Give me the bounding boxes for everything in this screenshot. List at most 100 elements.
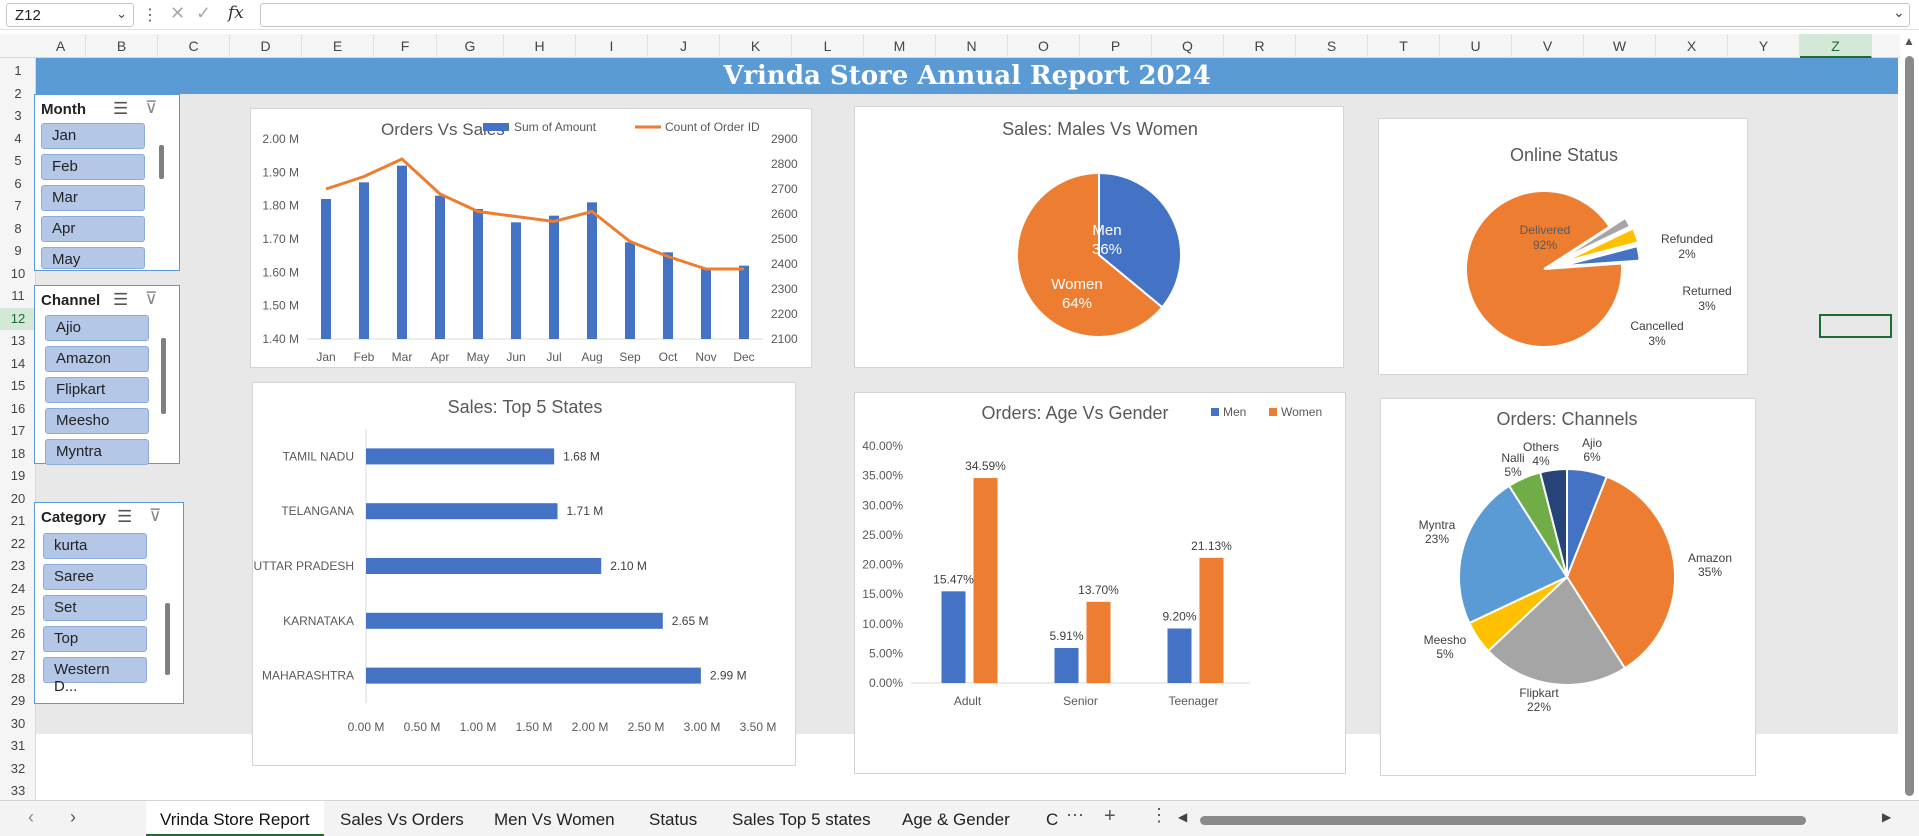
column-header-b[interactable]: B — [86, 34, 158, 58]
column-header-h[interactable]: H — [504, 34, 576, 58]
slicer-scrollbar[interactable] — [161, 338, 166, 414]
multi-select-icon[interactable]: ☰ — [113, 99, 129, 118]
scroll-up-icon[interactable]: ▲ — [1903, 34, 1915, 48]
sheet-tab-sales-top-5-states[interactable]: Sales Top 5 states — [732, 810, 871, 829]
vertical-scroll-thumb[interactable] — [1905, 56, 1914, 796]
row-header-26[interactable]: 26 — [10, 625, 26, 641]
row-header-17[interactable]: 17 — [10, 423, 26, 438]
column-header-d[interactable]: D — [230, 34, 302, 58]
column-header-s[interactable]: S — [1296, 34, 1368, 58]
chevron-down-icon[interactable]: ⌄ — [116, 6, 127, 21]
column-header-u[interactable]: U — [1440, 34, 1512, 58]
column-header-w[interactable]: W — [1584, 34, 1656, 58]
row-header-3[interactable]: 3 — [14, 108, 22, 123]
column-header-v[interactable]: V — [1512, 34, 1584, 58]
column-header-n[interactable]: N — [936, 34, 1008, 58]
sheet-tab-c[interactable]: C — [1046, 810, 1059, 829]
scroll-right-icon[interactable]: ▶ — [1882, 810, 1892, 824]
row-header-22[interactable]: 22 — [10, 535, 26, 551]
online-status-chart[interactable]: Online Status Delivered 92% Refunded 2% Retur… — [1378, 118, 1748, 375]
add-sheet-icon[interactable]: + — [1104, 805, 1116, 827]
column-header-p[interactable]: P — [1080, 34, 1152, 58]
month-slicer[interactable]: Month ☰ ⊽ Jan Feb Mar Apr May — [34, 94, 180, 271]
orders-vs-sales-chart[interactable]: Orders Vs Sales Sum of Amount Count of Ord… — [250, 108, 812, 368]
slicer-item-mar[interactable]: Mar — [41, 185, 145, 211]
row-header-20[interactable]: 20 — [10, 490, 26, 506]
row-header-4[interactable]: 4 — [14, 130, 22, 146]
scroll-left-icon[interactable]: ◀ — [1178, 810, 1188, 824]
row-header-24[interactable]: 24 — [10, 580, 26, 596]
clear-filter-icon[interactable]: ⊽ — [145, 98, 158, 117]
row-header-29[interactable]: 29 — [10, 693, 26, 708]
expand-formula-icon[interactable]: ⌄ — [1893, 4, 1905, 20]
slicer-scrollbar[interactable] — [159, 145, 164, 179]
row-header-25[interactable]: 25 — [10, 603, 26, 618]
channels-chart[interactable]: Orders: Channels Ajio 6% Amazon 35% Flipkart 2… — [1380, 398, 1756, 776]
slicer-item-feb[interactable]: Feb — [41, 154, 145, 180]
column-header-f[interactable]: F — [374, 34, 437, 58]
column-header-i[interactable]: I — [576, 34, 648, 58]
slicer-item-jan[interactable]: Jan — [41, 123, 145, 149]
sheet-tab-vrinda-store-report[interactable]: Vrinda Store Report — [146, 801, 324, 836]
column-header-z[interactable]: Z — [1800, 34, 1872, 58]
row-header-15[interactable]: 15 — [10, 378, 26, 393]
column-header-l[interactable]: L — [792, 34, 864, 58]
horizontal-scrollbar[interactable]: ◀ ▶ — [1178, 810, 1898, 827]
row-header-12[interactable]: 12 — [0, 307, 36, 330]
multi-select-icon[interactable]: ☰ — [113, 290, 129, 309]
worksheet-grid[interactable]: Vrinda Store Annual Report 2024 Month ☰ … — [34, 58, 1898, 800]
category-slicer[interactable]: Category ☰ ⊽ kurta Saree Set Top Western… — [34, 502, 184, 704]
column-header-a[interactable]: A — [36, 34, 86, 58]
selected-cell[interactable] — [1819, 314, 1892, 338]
slicer-item-may[interactable]: May — [41, 247, 145, 269]
row-header-23[interactable]: 23 — [10, 558, 26, 573]
column-header-c[interactable]: C — [158, 34, 230, 58]
column-header-e[interactable]: E — [302, 34, 374, 58]
row-header-9[interactable]: 9 — [14, 243, 22, 258]
column-header-y[interactable]: Y — [1728, 34, 1800, 58]
row-header-8[interactable]: 8 — [14, 220, 22, 236]
slicer-item-apr[interactable]: Apr — [41, 216, 145, 242]
row-header-16[interactable]: 16 — [10, 400, 26, 416]
row-header-31[interactable]: 31 — [10, 738, 26, 753]
column-header-g[interactable]: G — [437, 34, 504, 58]
channel-slicer[interactable]: Channel ☰ ⊽ Ajio Amazon Flipkart Meesho … — [34, 285, 180, 465]
row-header-13[interactable]: 13 — [10, 333, 26, 348]
name-box[interactable]: Z12 ⌄ — [6, 3, 134, 27]
row-header-32[interactable]: 32 — [10, 760, 26, 776]
slicer-item-western-dress[interactable]: Western D... — [43, 657, 147, 695]
slicer-item-saree[interactable]: Saree — [43, 564, 147, 590]
row-header-11[interactable]: 11 — [11, 288, 25, 303]
row-header-27[interactable]: 27 — [10, 648, 26, 663]
sheet-tab-men-vs-women[interactable]: Men Vs Women — [494, 810, 615, 829]
column-header-j[interactable]: J — [648, 34, 720, 58]
column-header-o[interactable]: O — [1008, 34, 1080, 58]
column-header-x[interactable]: X — [1656, 34, 1728, 58]
slicer-item-meesho[interactable]: Meesho — [45, 408, 149, 434]
more-sheets-icon[interactable]: ⋯ — [1066, 805, 1084, 825]
slicer-item-amazon[interactable]: Amazon — [45, 346, 149, 372]
row-header-21[interactable]: 21 — [10, 513, 26, 528]
slicer-item-flipkart[interactable]: Flipkart — [45, 377, 149, 403]
slicer-item-kurta[interactable]: kurta — [43, 533, 147, 559]
males-vs-women-chart[interactable]: Sales: Males Vs Women Men 36% Women 64% — [854, 106, 1344, 368]
column-header-t[interactable]: T — [1368, 34, 1440, 58]
row-header-5[interactable]: 5 — [14, 153, 22, 168]
enter-icon[interactable]: ✓ — [196, 3, 212, 23]
row-header-1[interactable]: 1 — [14, 63, 22, 78]
cancel-icon[interactable]: ✕ — [170, 3, 186, 23]
vertical-scrollbar[interactable]: ▲ — [1900, 34, 1919, 800]
row-header-33[interactable]: 33 — [10, 783, 26, 798]
sheet-tab-sales-vs-orders[interactable]: Sales Vs Orders — [340, 810, 464, 829]
slicer-item-top[interactable]: Top — [43, 626, 147, 652]
sheet-tab-age-gender[interactable]: Age & Gender — [902, 810, 1010, 829]
column-header-q[interactable]: Q — [1152, 34, 1224, 58]
row-header-19[interactable]: 19 — [10, 468, 26, 483]
clear-filter-icon[interactable]: ⊽ — [145, 289, 158, 308]
insert-function-button[interactable]: fx — [228, 3, 244, 23]
top5-states-chart[interactable]: Sales: Top 5 States 0.00 M 0.50 M 1.00 M 1.5… — [252, 382, 796, 766]
next-sheet-icon[interactable]: › — [70, 807, 76, 827]
column-header-m[interactable]: M — [864, 34, 936, 58]
clear-filter-icon[interactable]: ⊽ — [149, 506, 162, 525]
row-header-30[interactable]: 30 — [10, 715, 26, 731]
